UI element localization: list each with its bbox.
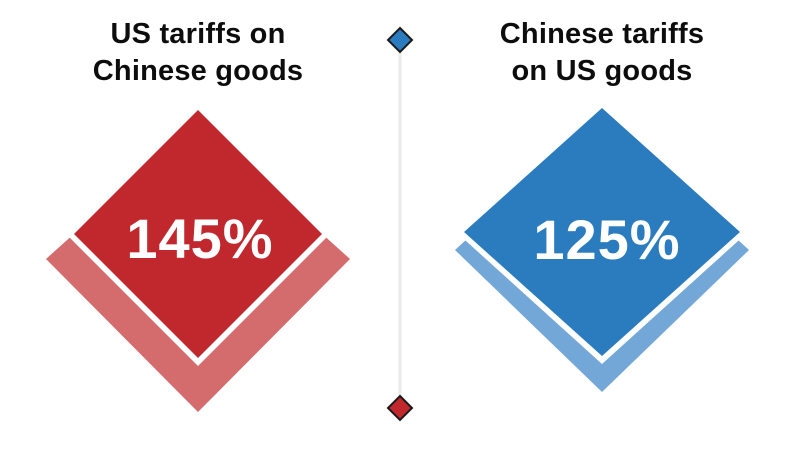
- china-tariff-group: 125%: [455, 100, 749, 392]
- china-tariff-diamond: [464, 108, 740, 356]
- us-column-title: US tariffs on Chinese goods: [18, 16, 378, 90]
- china-tariff-value: 125%: [533, 208, 680, 271]
- us-title-line1: US tariffs on: [110, 18, 286, 50]
- china-column-title: Chinese tariffs on US goods: [420, 16, 784, 90]
- us-tariff-diamond: [74, 110, 322, 358]
- us-tariff-group: 145%: [46, 102, 350, 412]
- divider-top-diamond-icon: [386, 26, 414, 54]
- china-title-line1: Chinese tariffs: [499, 18, 705, 50]
- us-tariff-value: 145%: [126, 207, 273, 270]
- divider-bottom-diamond-icon: [386, 394, 414, 422]
- china-title-line2: on US goods: [511, 55, 693, 87]
- divider-line: [398, 40, 402, 408]
- us-title-line2: Chinese goods: [92, 55, 304, 87]
